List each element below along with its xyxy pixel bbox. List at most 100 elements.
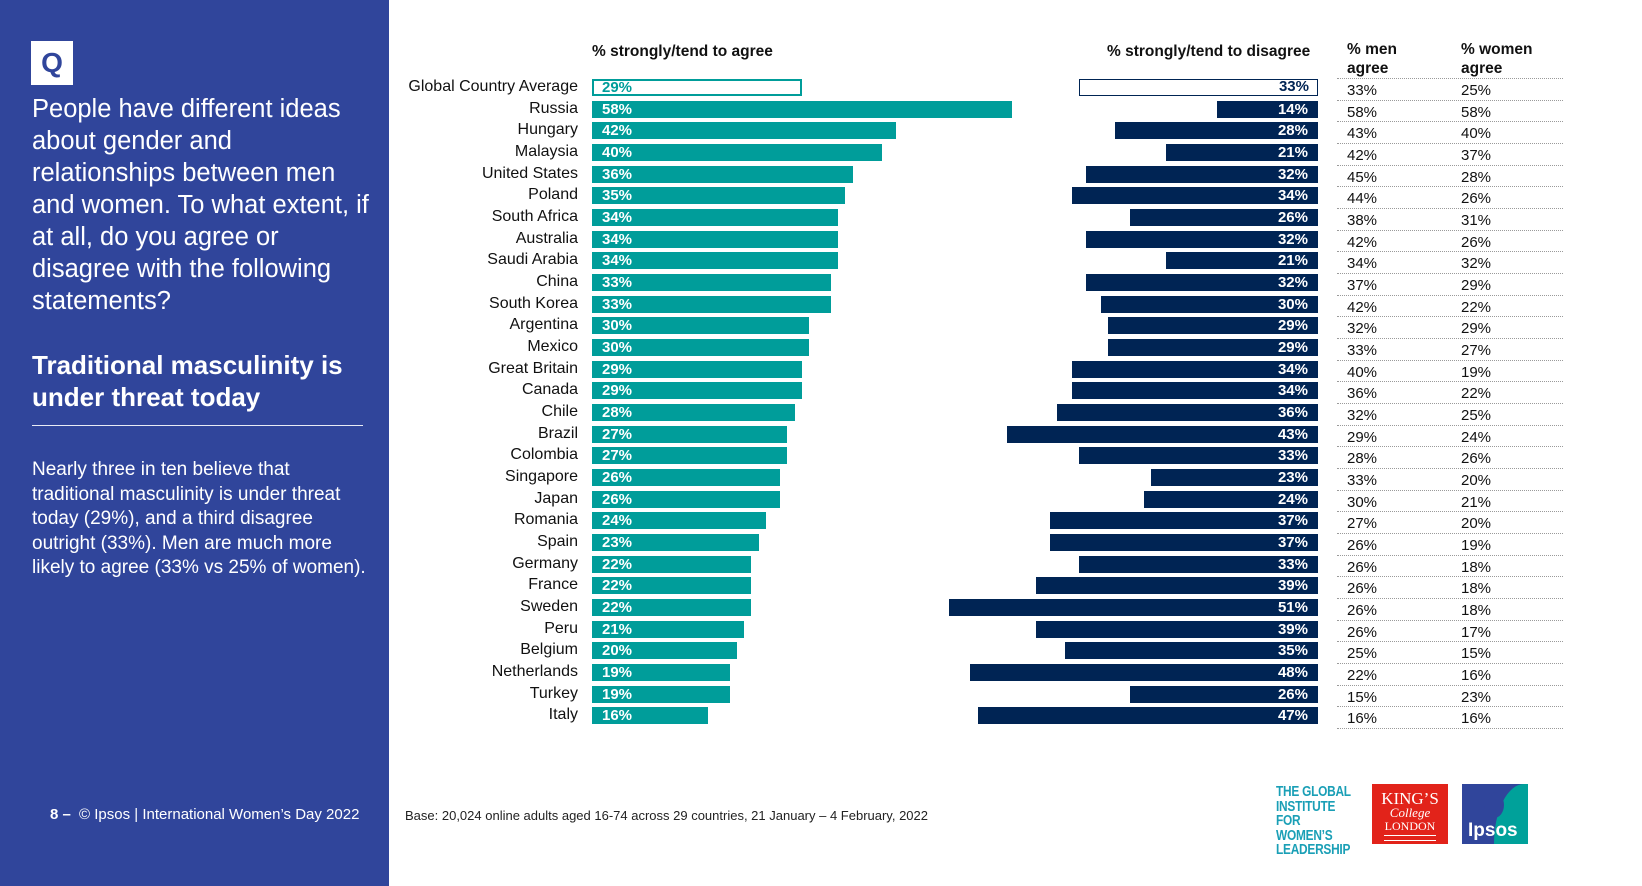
header-disagree: % strongly/tend to disagree	[1107, 43, 1311, 60]
table-row-divider	[1337, 186, 1563, 188]
disagree-bar: 37%	[1050, 534, 1318, 552]
agree-bar: 26%	[592, 469, 781, 487]
disagree-bar: 32%	[1086, 274, 1318, 292]
country-label: China	[536, 273, 578, 291]
table-row-divider	[1337, 121, 1563, 123]
summary-text: Nearly three in ten believe that traditi…	[32, 459, 366, 578]
country-label: Colombia	[510, 446, 578, 464]
table-row-divider	[1337, 663, 1563, 665]
disagree-bar: 26%	[1129, 685, 1318, 703]
ipsos-head-icon	[1484, 792, 1504, 818]
table-row-divider	[1337, 403, 1563, 405]
disagree-bar: 26%	[1129, 209, 1318, 227]
table-row-divider	[1337, 338, 1563, 340]
disagree-bar: 33%	[1079, 447, 1318, 465]
table-row-divider	[1337, 78, 1563, 79]
agree-bar: 58%	[592, 100, 1012, 118]
men-agree-value: 26%	[1347, 558, 1378, 576]
women-agree-value: 15%	[1461, 645, 1492, 663]
women-agree-value: 26%	[1461, 190, 1492, 208]
men-agree-value: 34%	[1347, 255, 1378, 273]
women-agree-value: 37%	[1461, 147, 1492, 164]
disagree-bar: 34%	[1071, 382, 1318, 400]
disagree-bar: 32%	[1086, 165, 1318, 183]
table-row-divider	[1337, 208, 1563, 210]
header-men-agree: % men agree	[1347, 41, 1397, 77]
agree-bar: 27%	[592, 425, 788, 443]
table-row-divider	[1337, 468, 1563, 470]
country-label: Russia	[529, 99, 578, 117]
country-label: Global Country Average	[408, 78, 578, 95]
question-badge: Q	[31, 41, 73, 85]
country-label: France	[528, 576, 578, 594]
giwl-logo: THE GLOBAL INSTITUTE FOR WOMEN’S LEADERS…	[1276, 784, 1351, 858]
country-label: Sweden	[520, 598, 578, 616]
country-label: Belgium	[520, 641, 578, 659]
agree-bar: 23%	[592, 534, 759, 552]
table-row-divider	[1337, 619, 1563, 621]
men-agree-value: 44%	[1347, 190, 1378, 208]
women-agree-value: 21%	[1461, 493, 1492, 511]
country-label: Saudi Arabia	[487, 251, 578, 269]
agree-bar: 34%	[592, 209, 839, 227]
agree-bar: 19%	[592, 685, 730, 703]
agree-bar: 30%	[592, 317, 810, 335]
country-label: Italy	[548, 706, 578, 724]
country-label: South Korea	[489, 294, 578, 312]
disagree-bar: 21%	[1165, 144, 1318, 161]
table-row-divider	[1337, 359, 1563, 361]
country-label: Spain	[537, 533, 578, 551]
country-label: Romania	[513, 511, 578, 529]
table-row-divider	[1337, 424, 1563, 426]
women-agree-value: 22%	[1461, 298, 1492, 316]
table-row-divider	[1337, 316, 1563, 318]
agree-bar: 21%	[592, 620, 745, 638]
disagree-bar: 51%	[948, 599, 1318, 617]
agree-bar: 22%	[592, 577, 752, 595]
country-label: Peru	[544, 619, 578, 637]
kcl-line3: LONDON	[1384, 819, 1436, 833]
agree-bar: 35%	[592, 187, 846, 205]
table-row-divider	[1337, 99, 1563, 101]
men-agree-value: 33%	[1347, 472, 1378, 490]
men-agree-value: 27%	[1347, 515, 1378, 533]
disagree-bar: 34%	[1071, 360, 1318, 378]
men-agree-value: 43%	[1347, 125, 1378, 143]
table-row-divider	[1337, 164, 1563, 166]
women-agree-value: 19%	[1461, 537, 1492, 555]
table-row-divider	[1337, 533, 1563, 535]
agree-bar: 24%	[592, 512, 766, 530]
ipsos-wordmark: Ipsos	[1468, 820, 1518, 841]
women-agree-value: 22%	[1461, 385, 1492, 403]
women-agree-value: 17%	[1461, 623, 1492, 641]
table-row-divider	[1337, 706, 1563, 708]
agree-bar: 19%	[592, 664, 730, 682]
header-women-agree: % women agree	[1461, 41, 1533, 77]
women-agree-value: 20%	[1461, 472, 1492, 490]
country-label: Malaysia	[514, 143, 578, 160]
country-label: South Africa	[491, 208, 578, 226]
women-agree-value: 20%	[1461, 515, 1492, 533]
table-row-divider	[1337, 728, 1563, 730]
men-agree-value: 37%	[1347, 277, 1378, 295]
disagree-bar: 48%	[970, 664, 1318, 682]
country-label: Hungary	[517, 121, 578, 139]
women-agree-value: 25%	[1461, 82, 1492, 99]
disagree-bar: 39%	[1035, 577, 1318, 595]
men-agree-value: 40%	[1347, 363, 1378, 381]
men-agree-value: 36%	[1347, 385, 1378, 403]
agree-bar: 36%	[592, 165, 853, 183]
statement-title: Traditional masculinity is under threat …	[32, 350, 343, 412]
disagree-bar: 36%	[1057, 404, 1318, 422]
page-number: 8 –	[50, 806, 71, 823]
country-label: Turkey	[529, 684, 578, 702]
women-agree-value: 16%	[1461, 667, 1492, 685]
question-text: People have different ideas about gender…	[32, 95, 369, 315]
country-label: Singapore	[505, 468, 578, 486]
disagree-bar: 32%	[1086, 230, 1318, 248]
kcl-rule	[1384, 835, 1436, 841]
country-label: Brazil	[537, 424, 578, 442]
women-agree-value: 29%	[1461, 277, 1492, 295]
disagree-bar: 33%	[1079, 555, 1318, 573]
agree-bar: 29%	[592, 79, 802, 96]
